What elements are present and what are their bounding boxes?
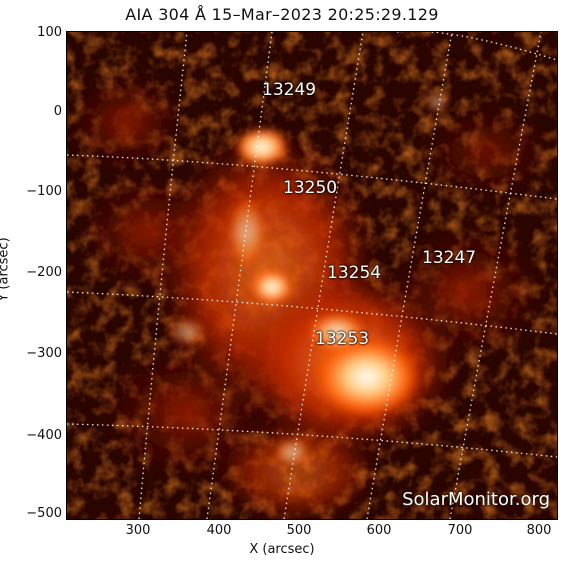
y-tick-label: −100 (26, 184, 62, 199)
y-tick-label: −200 (26, 265, 62, 280)
y-tick-label: −500 (26, 506, 62, 521)
y-axis-label: Y (arcsec) (0, 237, 12, 301)
solar-chromosphere-image (67, 32, 557, 519)
y-tick-label: 0 (53, 104, 62, 119)
image-title: AIA 304 Å 15–Mar–2023 20:25:29.129 (125, 5, 439, 24)
active-region-label: 13247 (422, 248, 477, 268)
x-axis-label: X (arcsec) (249, 542, 315, 557)
x-tick-label: 500 (286, 523, 312, 538)
heliographic-grid (67, 32, 557, 519)
x-tick-label: 600 (366, 523, 392, 538)
active-region-label: 13249 (262, 80, 317, 100)
x-tick-label: 700 (447, 523, 473, 538)
x-tick-label: 300 (125, 523, 151, 538)
x-tick-label: 800 (526, 523, 552, 538)
active-region-label: 13254 (327, 263, 382, 283)
active-region-label: 13250 (283, 178, 338, 198)
active-region-label: 13253 (315, 329, 370, 349)
y-tick-label: −400 (26, 428, 62, 443)
watermark: SolarMonitor.org (402, 489, 550, 510)
y-tick-label: −300 (26, 346, 62, 361)
y-tick-label: 100 (37, 25, 62, 40)
x-tick-label: 400 (206, 523, 232, 538)
solar-image-panel: 13249 13250 13254 13247 13253 (66, 31, 558, 520)
